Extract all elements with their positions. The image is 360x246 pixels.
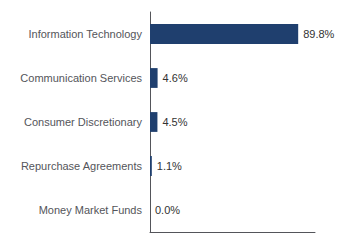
svg-text:89.8%: 89.8%	[303, 28, 334, 40]
svg-text:Consumer Discretionary: Consumer Discretionary	[24, 116, 142, 128]
svg-text:Information Technology: Information Technology	[28, 28, 142, 40]
svg-text:4.6%: 4.6%	[163, 72, 188, 84]
svg-text:1.1%: 1.1%	[157, 160, 182, 172]
svg-text:Repurchase Agreements: Repurchase Agreements	[21, 160, 143, 172]
svg-text:Money Market Funds: Money Market Funds	[39, 204, 143, 216]
svg-text:Communication Services: Communication Services	[20, 72, 142, 84]
svg-text:4.5%: 4.5%	[162, 116, 187, 128]
svg-text:0.0%: 0.0%	[155, 204, 180, 216]
